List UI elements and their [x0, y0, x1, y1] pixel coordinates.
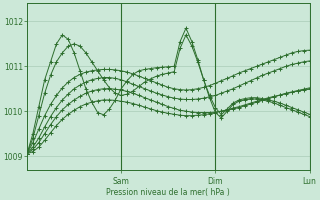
X-axis label: Pression niveau de la mer( hPa ): Pression niveau de la mer( hPa )	[107, 188, 230, 197]
